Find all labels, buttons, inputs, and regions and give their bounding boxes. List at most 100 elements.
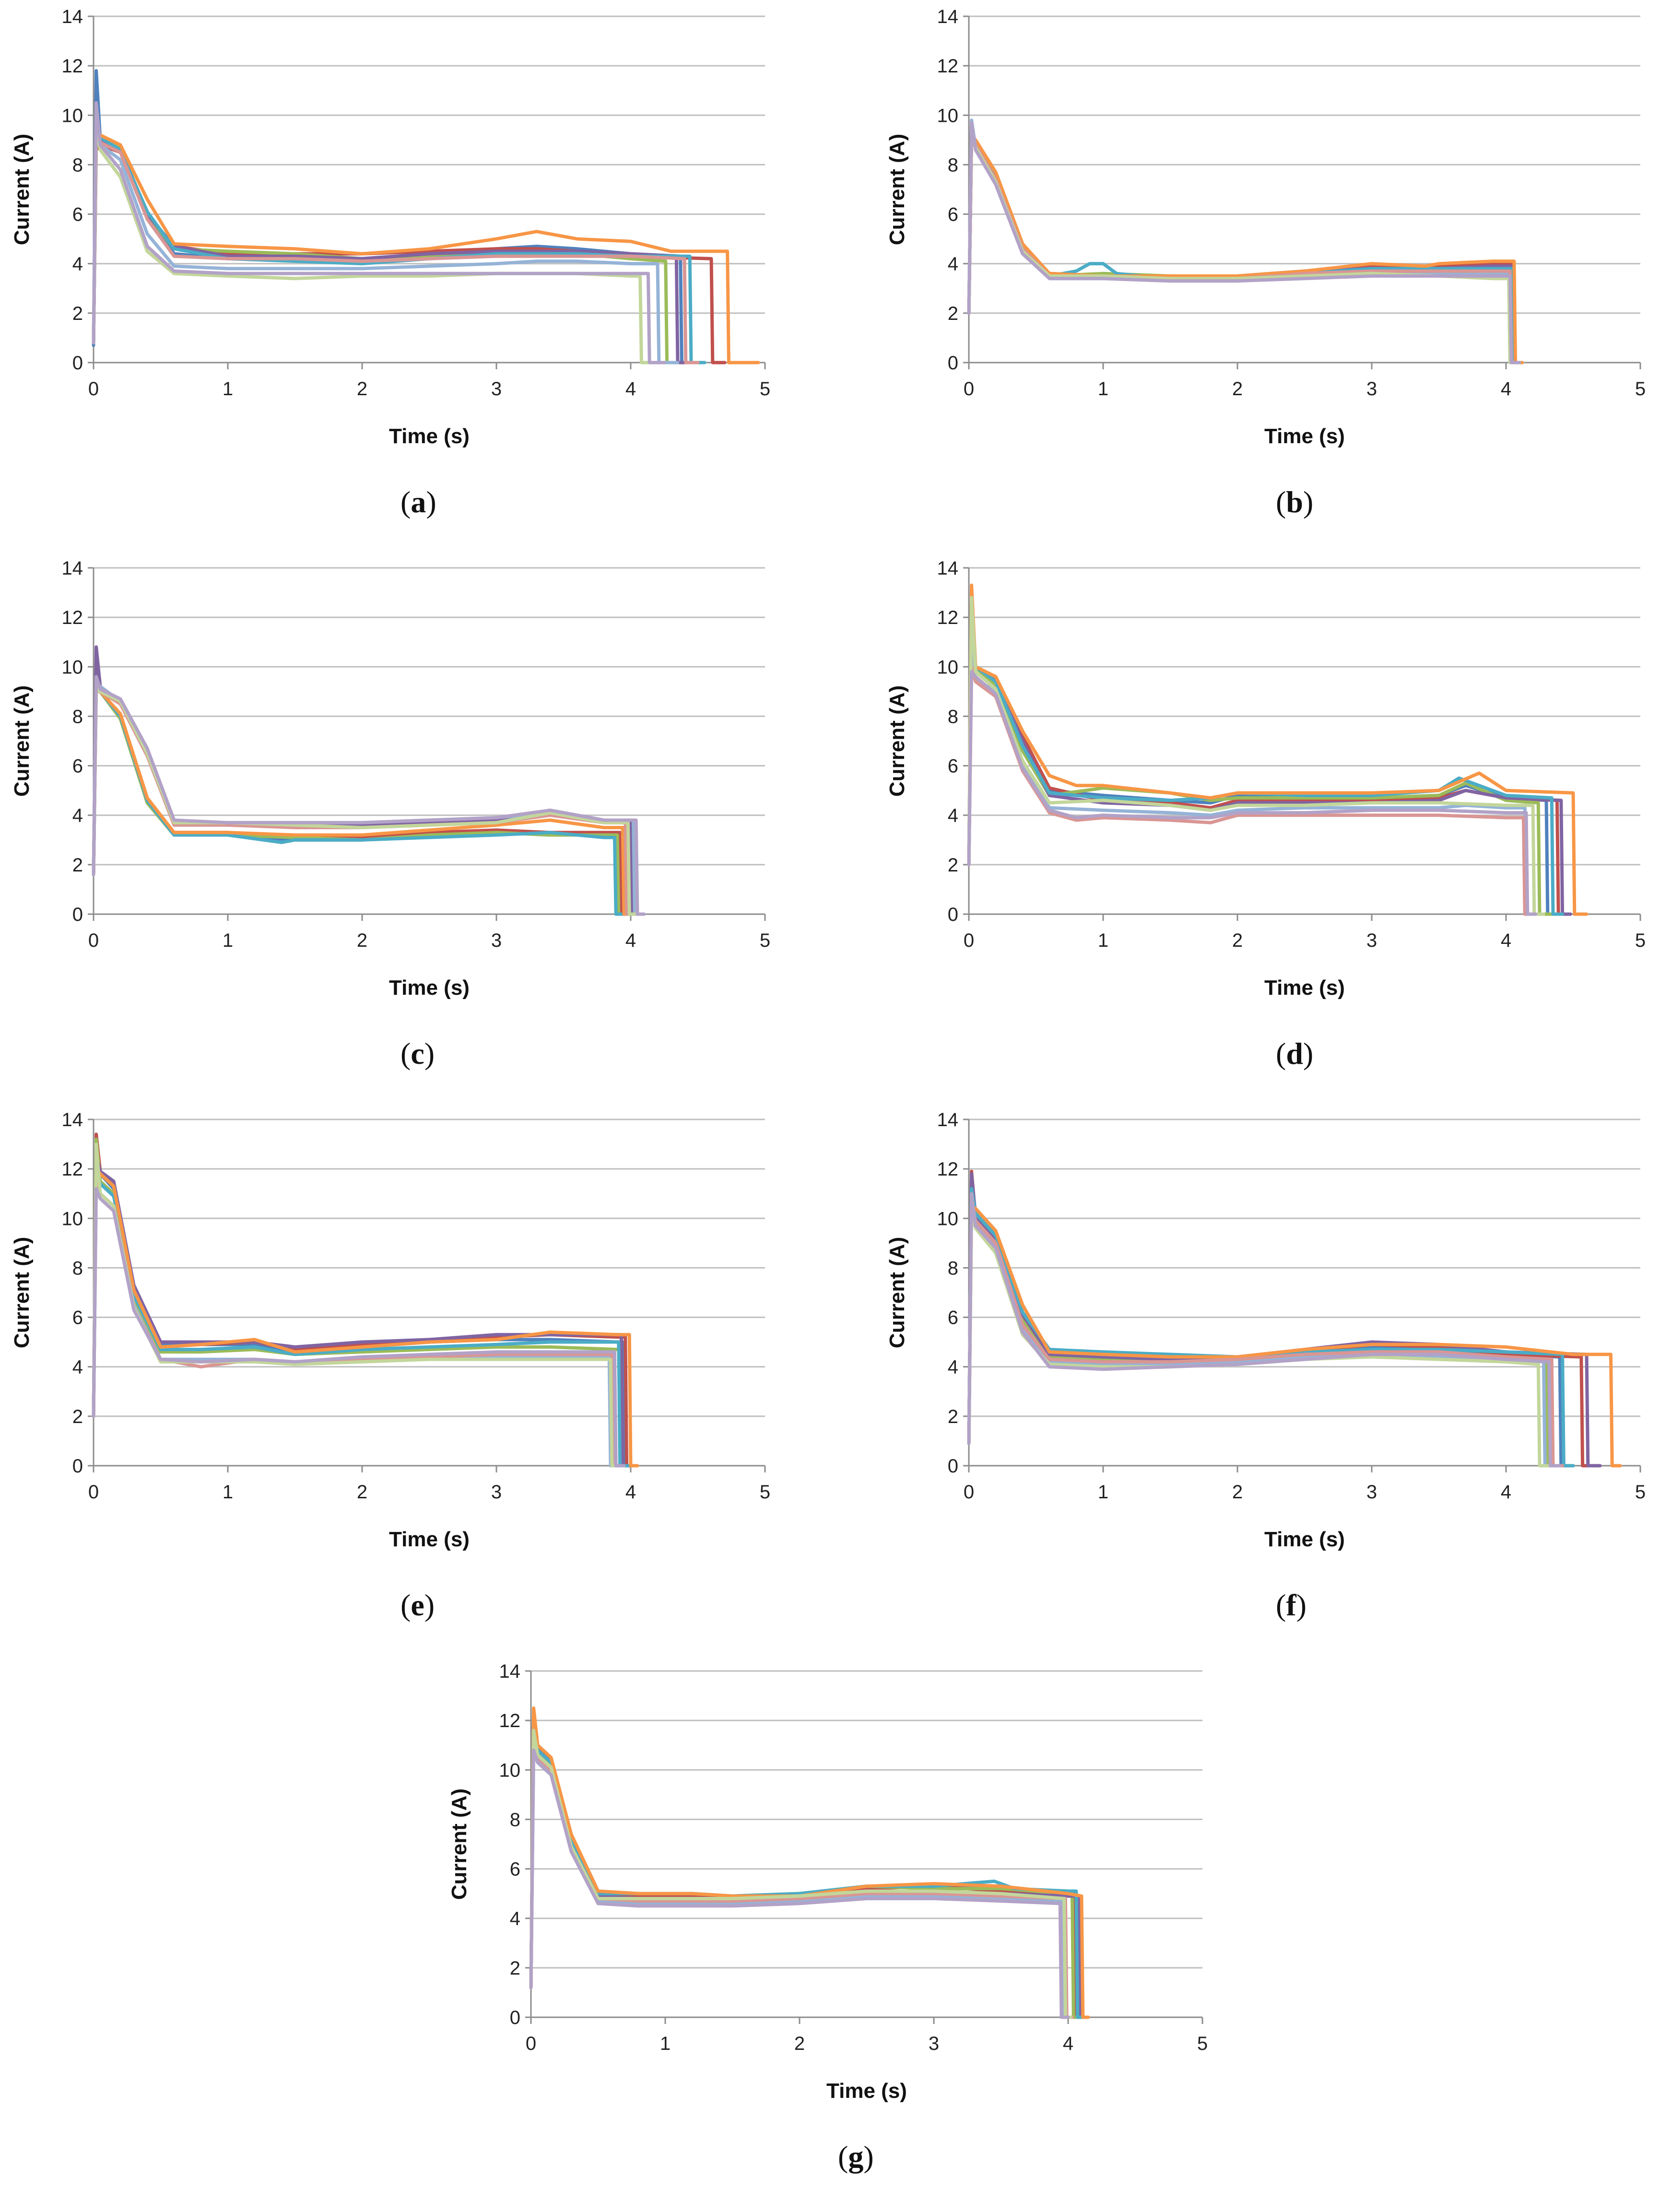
series-line-4	[92, 645, 639, 916]
gridlines	[969, 1118, 1640, 1417]
series-line-5	[967, 1187, 1575, 1468]
x-tick-label: 4	[625, 930, 636, 951]
x-tick-label: 3	[1366, 378, 1377, 400]
x-tick-label: 2	[1232, 1482, 1243, 1503]
y-tick-label: 6	[510, 1859, 520, 1880]
series-line-9	[967, 130, 1521, 365]
x-tick-label: 0	[88, 930, 99, 951]
series-line-9	[92, 687, 636, 916]
x-tick-label: 0	[88, 378, 99, 400]
series-line-10	[92, 1187, 626, 1468]
series-line-7	[92, 1179, 622, 1468]
series-line-3	[529, 1724, 1083, 2019]
y-tick-label: 14	[62, 1109, 83, 1130]
x-tick-label: 2	[357, 930, 367, 951]
subfigure-label: (f)	[1276, 1588, 1307, 1622]
subfigure-label: (g)	[838, 2140, 874, 2174]
y-tick-label: 12	[62, 56, 83, 77]
y-tick-label: 14	[62, 6, 83, 27]
series-line-1	[92, 677, 626, 916]
x-axis-title: Time (s)	[1264, 976, 1345, 1000]
gridlines	[94, 1118, 765, 1417]
series-group	[967, 583, 1589, 916]
y-tick-label: 12	[499, 1710, 521, 1731]
subfigure-letter: a	[411, 485, 426, 519]
x-axis-title: Time (s)	[1264, 424, 1345, 448]
y-tick-label: 8	[948, 154, 958, 176]
y-tick-label: 12	[937, 56, 959, 77]
subfigure-label: (e)	[400, 1588, 435, 1622]
chart-panel-d: 0 2 4 6 8 10 12 14 0 1 2 3 4 5 Time (s) Current (A) (d)	[875, 552, 1657, 1103]
y-tick-label: 2	[72, 855, 83, 876]
y-tick-label: 8	[948, 1258, 958, 1279]
x-tick-label: 0	[964, 378, 974, 400]
x-tick-label: 0	[964, 1482, 974, 1503]
chart-panel-e: 0 2 4 6 8 10 12 14 0 1 2 3 4 5 Time (s) Current (A) (e)	[0, 1103, 782, 1655]
series-line-3	[967, 133, 1521, 365]
x-tick-label: 5	[760, 1482, 770, 1503]
series-line-10	[967, 121, 1521, 365]
series-line-8	[967, 1201, 1565, 1468]
series-line-9	[92, 123, 659, 365]
y-tick-label: 2	[72, 1406, 83, 1427]
x-tick-label: 2	[1232, 930, 1243, 951]
y-tick-label: 8	[72, 1258, 83, 1279]
y-tick-label: 6	[72, 204, 83, 225]
x-tick-label: 4	[1501, 378, 1511, 400]
x-tick-label: 4	[1501, 930, 1511, 951]
y-tick-label: 10	[62, 657, 83, 678]
gridlines	[94, 15, 765, 314]
y-tick-label: 4	[948, 805, 958, 826]
x-tick-label: 5	[1197, 2033, 1208, 2054]
x-tick-label: 5	[1635, 930, 1646, 951]
y-tick-label: 4	[72, 805, 83, 826]
y-tick-label: 0	[948, 904, 958, 925]
y-axis-title: Current (A)	[10, 134, 34, 245]
x-tick-label: 3	[929, 2033, 939, 2054]
subfigure-label: (b)	[1276, 485, 1314, 519]
x-tick-label: 0	[88, 1482, 99, 1503]
x-tick-label: 2	[357, 378, 367, 400]
x-tick-label: 3	[491, 1482, 502, 1503]
y-tick-label: 10	[937, 105, 959, 126]
x-tick-label: 1	[1098, 930, 1108, 951]
y-tick-label: 14	[937, 1109, 959, 1130]
series-line-10	[92, 101, 666, 365]
gridlines	[969, 567, 1640, 866]
x-tick-label: 2	[357, 1482, 367, 1503]
x-tick-label: 1	[223, 930, 233, 951]
series-line-7	[92, 108, 680, 365]
x-axis-title: Time (s)	[826, 2079, 907, 2103]
chart-panel-b: 0 2 4 6 8 10 12 14 0 1 2 3 4 5 Time (s) Current (A) (b)	[875, 0, 1657, 552]
series-line-9	[529, 1729, 1073, 2019]
series-line-8	[967, 136, 1521, 365]
series-line-5	[967, 603, 1565, 916]
y-axis-title: Current (A)	[885, 134, 909, 245]
series-line-8	[92, 690, 636, 916]
gridlines	[531, 1670, 1202, 1969]
x-axis-title: Time (s)	[1264, 1528, 1345, 1551]
y-tick-label: 0	[948, 353, 958, 374]
x-tick-label: 1	[1098, 378, 1108, 400]
y-tick-label: 12	[62, 607, 83, 628]
chart-panel-a: 0 2 4 6 8 10 12 14 0 1 2 3 4 5 Time (s) Current (A) (a)	[0, 0, 782, 552]
x-tick-label: 5	[1635, 1482, 1646, 1503]
series-line-1	[967, 1179, 1575, 1468]
y-tick-label: 0	[510, 2007, 520, 2028]
y-tick-label: 10	[62, 1208, 83, 1229]
series-line-2	[967, 1169, 1595, 1468]
x-tick-label: 3	[491, 930, 502, 951]
series-line-5	[92, 1167, 630, 1468]
series-line-7	[529, 1743, 1070, 2019]
x-tick-label: 1	[660, 2033, 671, 2054]
series-line-6	[529, 1706, 1090, 2019]
y-tick-label: 6	[72, 1307, 83, 1329]
x-tick-label: 3	[1366, 1482, 1377, 1503]
series-line-7	[967, 1197, 1555, 1468]
gridlines	[969, 15, 1640, 314]
series-line-8	[92, 138, 700, 365]
